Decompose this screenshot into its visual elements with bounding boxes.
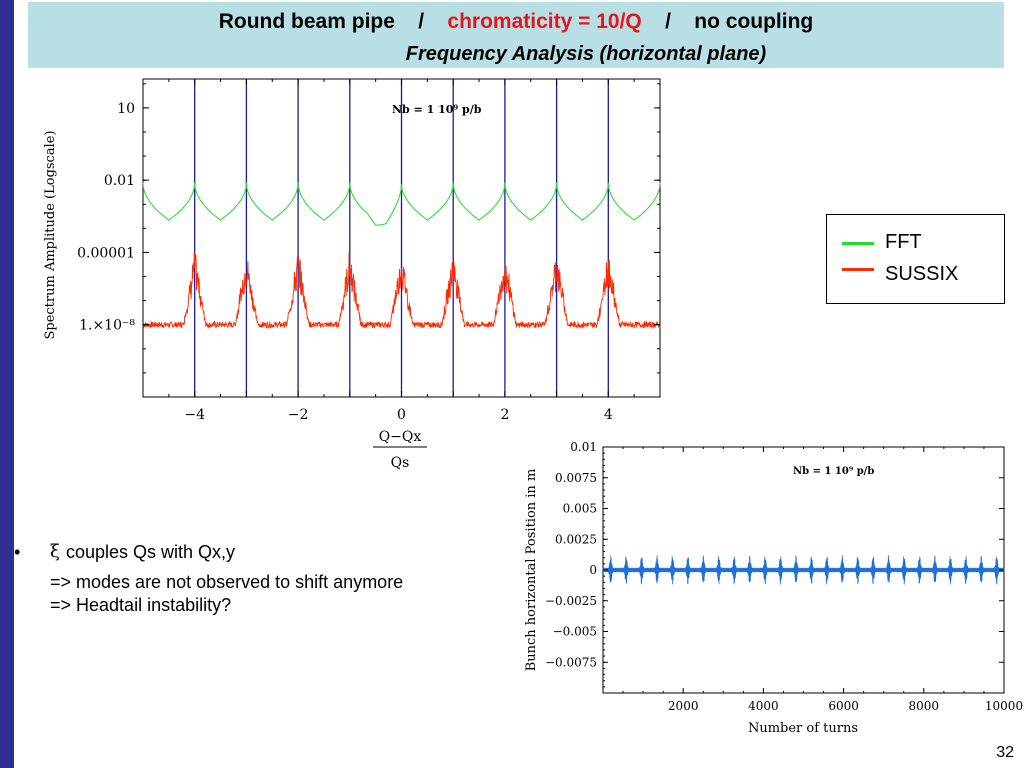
series-position-line xyxy=(602,555,1005,585)
y-tick-label: −0.0025 xyxy=(545,594,597,608)
bullet-line2: => modes are not observed to shift anymo… xyxy=(50,572,404,592)
x-tick-label: 2 xyxy=(500,407,509,423)
y-tick-label: −0.005 xyxy=(553,625,597,639)
legend-label-sussix: SUSSIX xyxy=(885,263,959,285)
left-accent-bar xyxy=(0,0,14,768)
spectrum-ylabel: Spectrum Amplitude (Logscale) xyxy=(43,130,58,339)
title-part1: Round beam pipe / xyxy=(218,10,448,33)
title-chromaticity: chromaticity = 10/Q xyxy=(447,10,642,33)
y-tick-label: −0.0075 xyxy=(545,655,597,669)
x-tick-label: 8000 xyxy=(909,699,940,713)
spectrum-xlabel-numerator: Q−Qx xyxy=(379,429,422,445)
legend-swatch-sussix xyxy=(842,268,874,271)
x-tick-label: 0 xyxy=(397,407,406,423)
x-tick-label: 6000 xyxy=(828,699,859,713)
spectrum-annotation: Nb = 1 10⁹ p/b xyxy=(392,103,482,116)
position-annotation: Nb = 1 10⁹ p/b xyxy=(793,466,874,477)
x-tick-label: 4000 xyxy=(748,699,779,713)
slide-title: Round beam pipe / chromaticity = 10/Q / … xyxy=(28,10,1004,34)
x-tick-label: 4 xyxy=(604,407,613,423)
series-sussix-line xyxy=(142,251,661,330)
y-tick-label: 0.005 xyxy=(563,502,597,516)
y-tick-label: 10 xyxy=(117,101,135,117)
x-tick-label: −4 xyxy=(184,407,205,423)
y-tick-label: 0 xyxy=(589,563,597,577)
series-fft-line xyxy=(142,182,661,226)
legend: FFT SUSSIX xyxy=(826,214,1005,304)
page-number: 32 xyxy=(996,744,1014,761)
bullet-marker: • xyxy=(14,542,21,562)
y-tick-label: 0.01 xyxy=(104,173,135,189)
x-tick-label: −2 xyxy=(288,407,309,423)
title-banner: Round beam pipe / chromaticity = 10/Q / … xyxy=(28,2,1004,68)
y-tick-label: 0.00001 xyxy=(77,245,135,261)
position-ylabel: Bunch horizontal Position in m xyxy=(524,469,539,672)
xi-symbol: ξ xyxy=(50,541,60,562)
x-tick-label: 2000 xyxy=(668,699,699,713)
bullet-line1: couples Qs with Qx,y xyxy=(66,542,236,562)
y-tick-label: 0.0075 xyxy=(555,471,597,485)
x-tick-label: 10000 xyxy=(985,699,1023,713)
y-tick-label: 0.01 xyxy=(570,440,597,454)
slide-subtitle: Frequency Analysis (horizontal plane) xyxy=(405,43,767,65)
spectrum-xlabel-denominator: Qs xyxy=(391,455,410,471)
y-tick-label: 0.0025 xyxy=(555,532,597,546)
y-tick-label: 1.×10⁻⁸ xyxy=(79,318,135,334)
position-xlabel: Number of turns xyxy=(748,721,858,736)
legend-swatch-fft xyxy=(842,242,874,245)
bullet-line3: => Headtail instability? xyxy=(50,595,232,615)
title-part3: / no coupling xyxy=(641,10,814,33)
legend-label-fft: FFT xyxy=(885,231,922,253)
